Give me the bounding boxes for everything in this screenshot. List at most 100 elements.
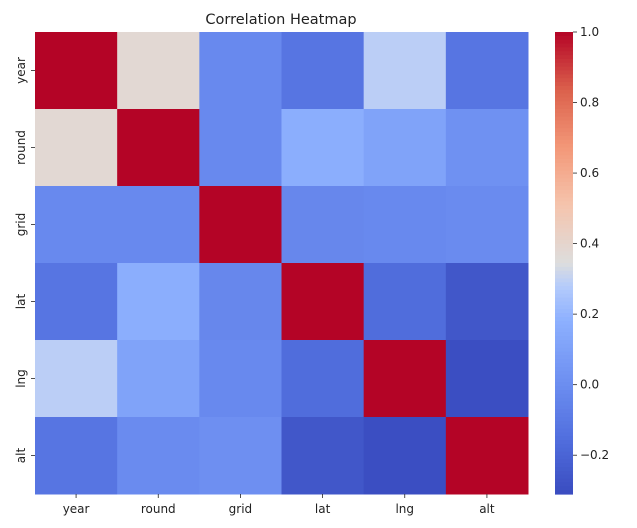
colorbar-strip	[555, 55, 573, 60]
colorbar-strip	[555, 293, 573, 299]
colorbar-tick-label: 0.6	[580, 166, 599, 180]
heatmap-cell-round-lng	[363, 109, 447, 187]
colorbar-strip	[555, 255, 573, 260]
colorbar-strip	[555, 305, 573, 310]
colorbar-strip	[555, 193, 573, 199]
colorbar-strip	[555, 316, 573, 322]
colorbar-strip	[555, 386, 573, 391]
colorbar-strip	[555, 401, 573, 407]
colorbar-strip	[555, 478, 573, 484]
colorbar-strip	[555, 143, 573, 149]
colorbar-strip	[555, 359, 573, 364]
colorbar-strip	[555, 340, 573, 345]
colorbar-strip	[555, 347, 573, 353]
colorbar-strip	[555, 251, 573, 256]
colorbar-strip	[555, 363, 573, 368]
heatmap-cell-grid-round	[117, 186, 200, 264]
colorbar-strip	[555, 286, 573, 291]
colorbar-strip	[555, 409, 573, 414]
heatmap-cell-lng-lat	[281, 340, 365, 418]
colorbar-strip	[555, 78, 573, 83]
heatmap-cells	[35, 32, 529, 495]
heatmap-cell-alt-lng	[363, 417, 447, 495]
colorbar-strip	[555, 209, 573, 214]
colorbar-strip	[555, 151, 573, 156]
colorbar-strip	[555, 228, 573, 233]
colorbar-strip	[555, 139, 573, 145]
colorbar-strip	[555, 62, 573, 68]
colorbar-strip	[555, 166, 573, 172]
heatmap-cell-grid-alt	[445, 186, 529, 264]
colorbar-strip	[555, 155, 573, 160]
colorbar-strip	[555, 420, 573, 426]
heatmap-cell-lng-alt	[445, 340, 529, 418]
heatmap-cell-round-alt	[445, 109, 529, 187]
colorbar-strip	[555, 266, 573, 272]
colorbar-strip	[555, 97, 573, 102]
colorbar-strip	[555, 47, 573, 52]
colorbar-strip	[555, 82, 573, 87]
heatmap-cell-alt-lat	[281, 417, 365, 495]
colorbar-strip	[555, 324, 573, 330]
colorbar-strip	[555, 186, 573, 191]
colorbar-strip	[555, 343, 573, 349]
colorbar-strip	[555, 70, 573, 75]
colorbar-strip	[555, 336, 573, 341]
y-axis: year round grid lat lng alt	[14, 57, 35, 463]
colorbar-strip	[555, 101, 573, 106]
colorbar-strip	[555, 178, 573, 183]
colorbar-strip	[555, 374, 573, 380]
heatmap-cell-alt-alt	[445, 417, 529, 495]
heatmap-cell-grid-lat	[281, 186, 365, 264]
colorbar-strip	[555, 189, 573, 195]
colorbar-strip	[555, 132, 573, 137]
y-tick-label-lat: lat	[14, 294, 28, 310]
x-tick-label-alt: alt	[479, 502, 495, 516]
colorbar-tick-label: 0.0	[580, 378, 599, 392]
colorbar-strip	[555, 124, 573, 129]
heatmap-cell-year-round	[117, 32, 200, 110]
colorbar-strip	[555, 243, 573, 249]
colorbar-strip	[555, 274, 573, 279]
colorbar-strip	[555, 443, 573, 449]
colorbar-strip	[555, 162, 573, 168]
colorbar-strip	[555, 159, 573, 164]
colorbar-strip	[555, 282, 573, 287]
colorbar-strip	[555, 474, 573, 480]
colorbar-strip	[555, 66, 573, 72]
colorbar-strip	[555, 205, 573, 210]
x-axis: year round grid lat lng alt	[63, 494, 495, 516]
colorbar-strip	[555, 147, 573, 152]
colorbar-strip	[555, 289, 573, 295]
colorbar-strip	[555, 397, 573, 403]
colorbar-strip	[555, 263, 573, 268]
colorbar-strip	[555, 74, 573, 79]
colorbar-strip	[555, 451, 573, 457]
colorbar-strip	[555, 247, 573, 253]
colorbar-strip	[555, 313, 573, 318]
colorbar-strip	[555, 43, 573, 48]
colorbar-strip	[555, 170, 573, 176]
x-tick-label-grid: grid	[229, 502, 253, 516]
heatmap-cell-alt-round	[117, 417, 200, 495]
colorbar-strip	[555, 428, 573, 433]
colorbar-strip	[555, 270, 573, 276]
colorbar-strip	[555, 459, 573, 464]
colorbar-strip	[555, 51, 573, 56]
y-tick-label-lng: lng	[14, 369, 28, 388]
colorbar-strip	[555, 370, 573, 376]
x-tick-label-round: round	[141, 502, 176, 516]
heatmap-cell-lng-grid	[199, 340, 282, 418]
colorbar-strip	[555, 432, 573, 437]
colorbar-strip	[555, 239, 573, 245]
colorbar-strip	[555, 212, 573, 218]
colorbar-strip	[555, 424, 573, 430]
colorbar-strip	[555, 436, 573, 441]
heatmap-cell-year-lng	[363, 32, 447, 110]
heatmap-cell-round-year	[35, 109, 118, 187]
colorbar-strip	[555, 463, 573, 468]
colorbar-strip	[555, 351, 573, 356]
colorbar-strip	[555, 35, 573, 41]
heatmap-cell-lng-year	[35, 340, 118, 418]
